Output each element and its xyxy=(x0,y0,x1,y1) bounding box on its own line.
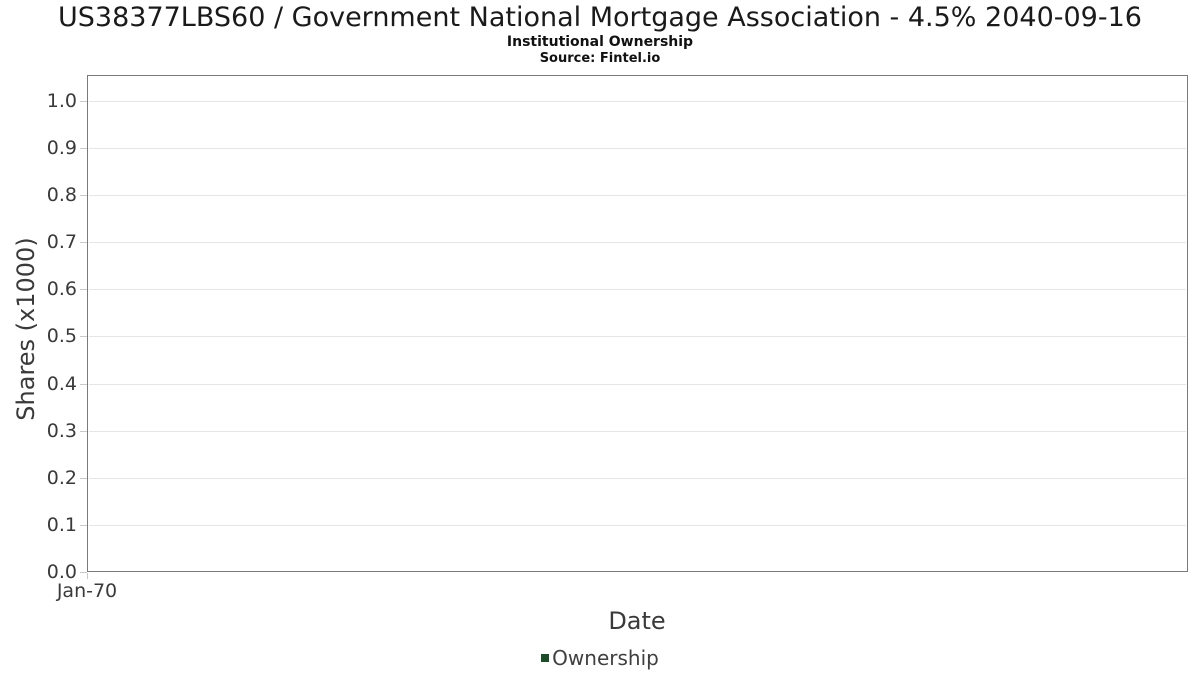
y-tick-label: 0.0 xyxy=(46,561,77,583)
legend-label: Ownership xyxy=(552,646,659,670)
gridline xyxy=(89,525,1186,526)
gridline xyxy=(89,336,1186,337)
x-tick-mark xyxy=(87,573,88,579)
y-tick-mark xyxy=(80,336,87,337)
y-tick-mark xyxy=(80,431,87,432)
gridline xyxy=(89,148,1186,149)
y-tick-mark xyxy=(80,478,87,479)
x-tick-label: Jan-70 xyxy=(56,580,118,602)
gridline xyxy=(89,242,1186,243)
y-tick-mark xyxy=(80,242,87,243)
plot-area xyxy=(87,75,1188,572)
y-axis-label: Shares (x1000) xyxy=(12,237,40,421)
gridline xyxy=(89,478,1186,479)
gridline xyxy=(89,431,1186,432)
legend-marker-icon xyxy=(541,654,550,662)
y-tick-mark xyxy=(80,101,87,102)
legend-item: Ownership xyxy=(541,646,659,670)
y-tick-mark xyxy=(80,572,87,573)
y-tick-label: 0.1 xyxy=(46,514,77,536)
y-tick-label: 0.8 xyxy=(46,184,77,206)
y-tick-label: 0.4 xyxy=(46,373,77,395)
legend: Ownership xyxy=(0,646,1200,670)
y-tick-label: 0.3 xyxy=(46,420,77,442)
gridline xyxy=(89,101,1186,102)
y-tick-mark xyxy=(80,525,87,526)
y-tick-label: 0.6 xyxy=(46,278,77,300)
gridline xyxy=(89,289,1186,290)
gridline xyxy=(89,384,1186,385)
y-tick-label: 0.7 xyxy=(46,231,77,253)
y-tick-label: 0.2 xyxy=(46,467,77,489)
x-axis-label: Date xyxy=(608,607,666,635)
y-tick-label: 1.0 xyxy=(46,90,77,112)
y-tick-mark xyxy=(80,195,87,196)
gridline xyxy=(89,195,1186,196)
y-tick-label: 0.9 xyxy=(46,137,77,159)
y-tick-mark xyxy=(80,148,87,149)
chart-title: US38377LBS60 / Government National Mortg… xyxy=(58,2,1142,33)
chart-subtitle: Institutional Ownership xyxy=(506,34,694,50)
y-tick-label: 0.5 xyxy=(46,325,77,347)
y-tick-mark xyxy=(80,384,87,385)
y-tick-mark xyxy=(80,289,87,290)
chart-source-caption: Source: Fintel.io xyxy=(539,51,661,66)
